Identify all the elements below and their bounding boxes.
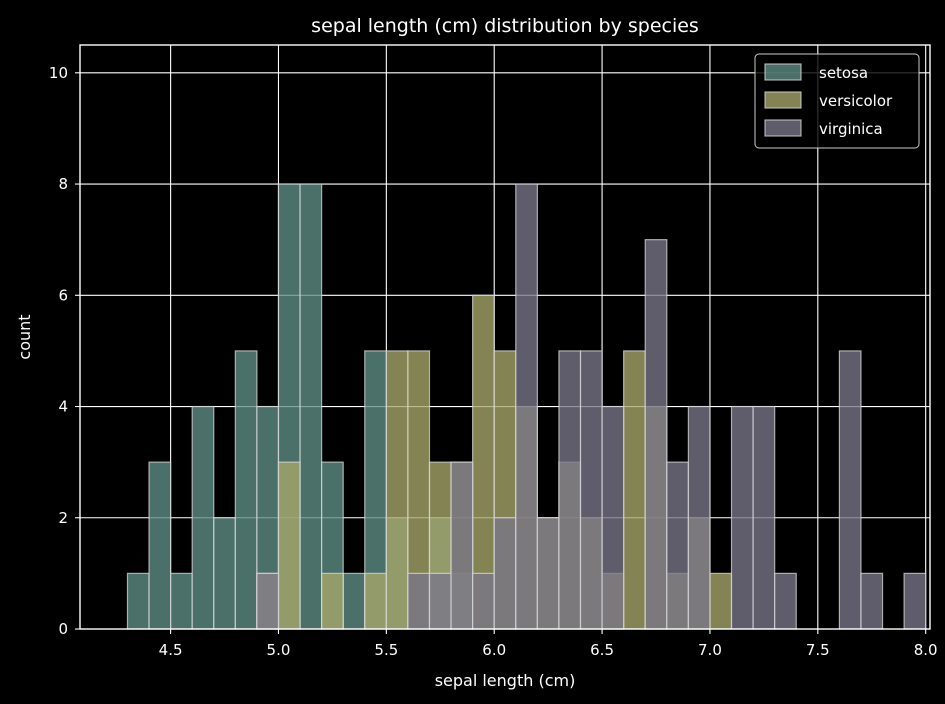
- x-tick-label: 6.0: [482, 641, 506, 659]
- y-tick-label: 2: [58, 509, 68, 527]
- bar-setosa: [170, 572, 193, 630]
- bar-setosa: [234, 350, 258, 630]
- y-tick-label: 6: [58, 286, 68, 304]
- bar-versicolor: [277, 461, 301, 630]
- bar-virginica: [774, 572, 797, 630]
- bar-virginica: [428, 572, 452, 630]
- legend: setosa versicolor virginica: [754, 53, 920, 149]
- x-tick-label: 4.5: [159, 641, 183, 659]
- bar-virginica: [493, 517, 517, 630]
- bar-versicolor: [385, 350, 409, 630]
- x-tick-label: 7.0: [698, 641, 722, 659]
- bar-setosa: [299, 183, 323, 630]
- bar-virginica: [644, 239, 668, 630]
- y-axis-label: count: [15, 314, 34, 359]
- bar-setosa: [213, 517, 236, 630]
- legend-label-virginica: virginica: [819, 120, 883, 138]
- x-tick-label: 5.5: [374, 641, 398, 659]
- y-tick-label: 10: [49, 64, 68, 82]
- bar-virginica: [579, 350, 603, 630]
- legend-label-setosa: setosa: [819, 64, 868, 82]
- x-tick-label: 7.5: [806, 641, 830, 659]
- bar-versicolor: [709, 572, 733, 630]
- legend-swatch-versicolor: [764, 91, 802, 109]
- bar-virginica: [472, 572, 495, 630]
- x-tick-label: 6.5: [590, 641, 614, 659]
- x-axis-label: sepal length (cm): [435, 671, 576, 690]
- bar-virginica: [730, 405, 754, 630]
- y-tick-label: 8: [58, 175, 68, 193]
- bar-virginica: [536, 517, 560, 630]
- bar-virginica: [450, 461, 474, 630]
- bar-virginica: [903, 572, 927, 630]
- bar-virginica: [515, 183, 538, 630]
- bar-virginica: [666, 461, 689, 630]
- chart-title: sepal length (cm) distribution by specie…: [311, 15, 699, 37]
- y-tick-label: 0: [58, 620, 68, 638]
- bars: [126, 183, 927, 630]
- legend-swatch-virginica: [764, 119, 802, 137]
- bar-virginica: [838, 350, 862, 630]
- x-tick-label: 8.0: [914, 641, 938, 659]
- bar-virginica: [601, 405, 625, 630]
- bar-setosa: [191, 405, 215, 630]
- bar-versicolor: [623, 350, 646, 630]
- bar-setosa: [148, 461, 172, 630]
- axis-ticks: 4.5 5.0 5.5 6.0 6.5 7.0 7.5 8.0 0 2 4 6 8 10: [49, 64, 938, 659]
- bar-versicolor: [364, 572, 387, 630]
- bar-virginica: [256, 572, 280, 630]
- bar-virginica: [558, 350, 582, 630]
- x-tick-label: 5.0: [267, 641, 291, 659]
- bar-virginica: [752, 405, 776, 630]
- y-tick-label: 4: [58, 398, 68, 416]
- bar-virginica: [687, 405, 711, 630]
- bar-setosa: [126, 572, 150, 630]
- bar-virginica: [860, 572, 884, 630]
- bar-setosa: [342, 572, 366, 630]
- legend-swatch-setosa: [764, 63, 802, 81]
- legend-label-versicolor: versicolor: [819, 92, 893, 110]
- plot-frame: [79, 44, 931, 630]
- bar-versicolor: [321, 572, 344, 630]
- bar-virginica: [407, 572, 431, 630]
